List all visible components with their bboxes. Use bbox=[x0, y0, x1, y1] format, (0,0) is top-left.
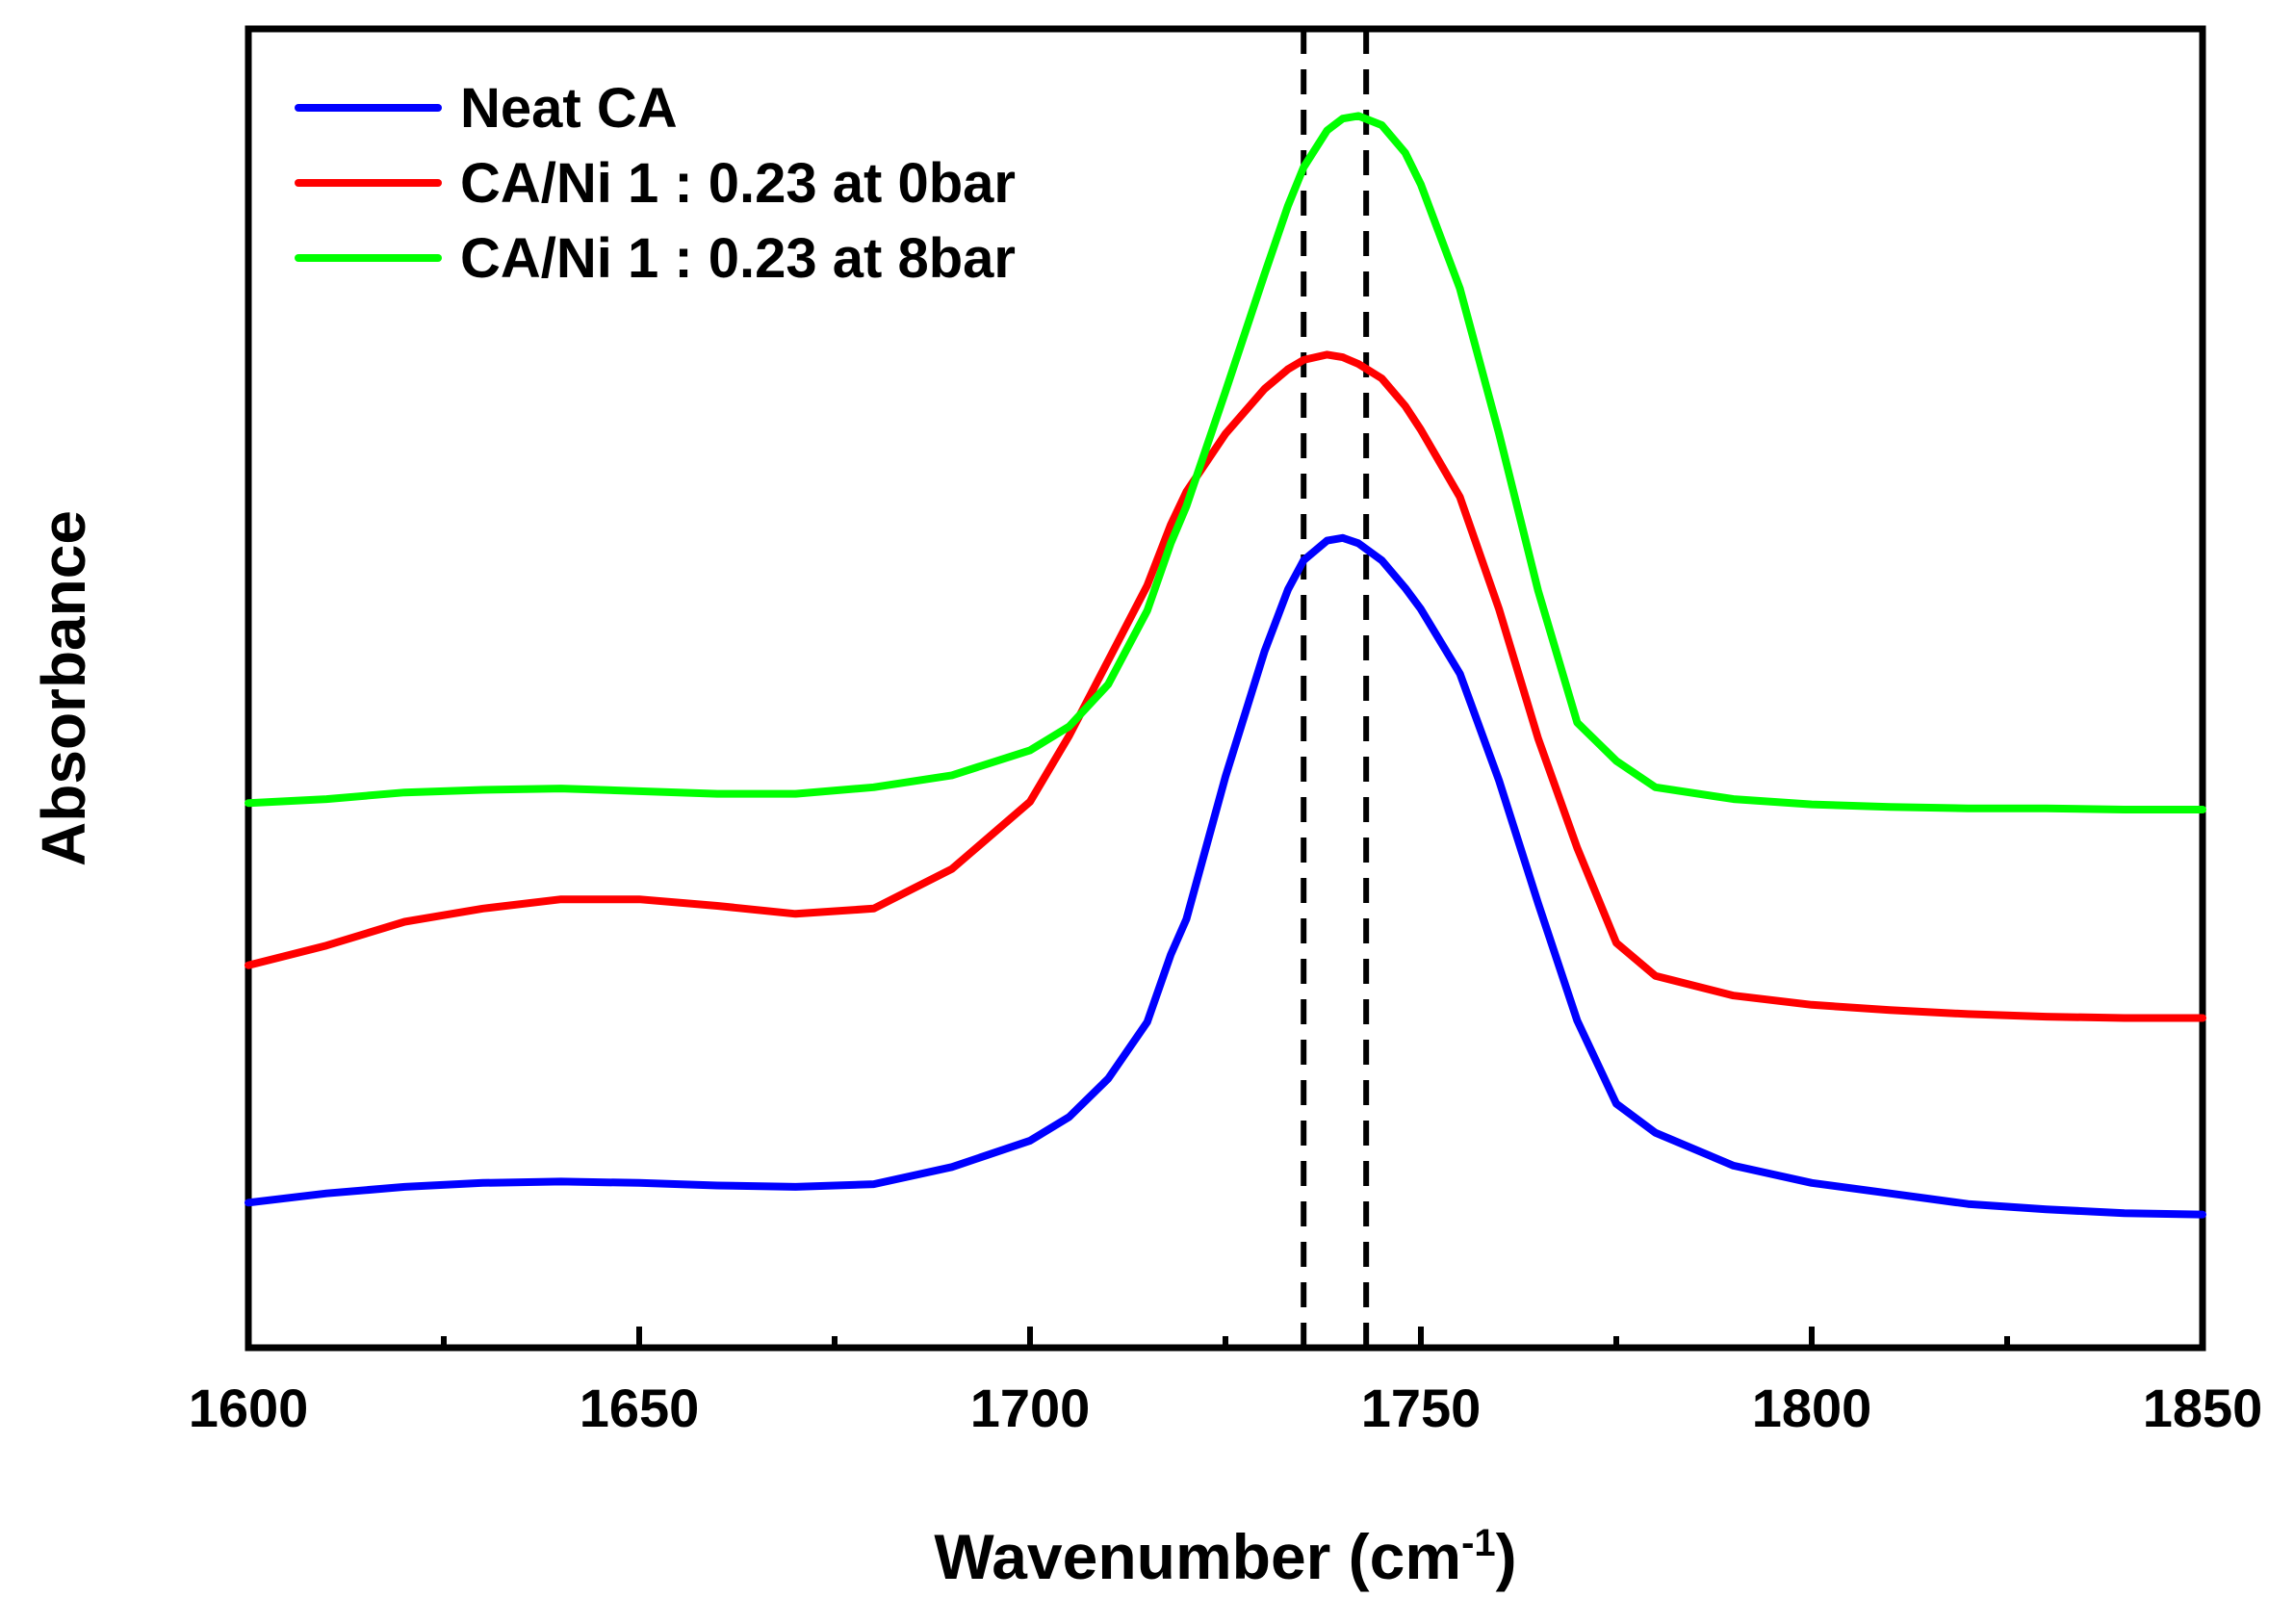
legend: Neat CA CA/Ni 1 : 0.23 at 0bar CA/Ni 1 : 0… bbox=[295, 77, 1016, 290]
x-ticks: 1600 1650 1700 1750 1800 1850 bbox=[189, 1327, 2263, 1438]
x-axis-label: Wavenumber (cm-1) bbox=[934, 1521, 1516, 1592]
legend-label-3: CA/Ni 1 : 0.23 at 8bar bbox=[460, 227, 1016, 290]
x-tick-label: 1650 bbox=[580, 1378, 700, 1438]
series-line-2 bbox=[245, 350, 2206, 1022]
x-axis-label-superscript: -1 bbox=[1461, 1522, 1496, 1564]
x-tick-label: 1850 bbox=[2143, 1378, 2263, 1438]
legend-label-2: CA/Ni 1 : 0.23 at 0bar bbox=[460, 152, 1016, 215]
x-tick-label: 1800 bbox=[1752, 1378, 1872, 1438]
x-axis-label-close: ) bbox=[1496, 1521, 1517, 1592]
x-tick-label: 1750 bbox=[1361, 1378, 1482, 1438]
legend-label-1: Neat CA bbox=[460, 77, 678, 140]
x-tick-label: 1700 bbox=[970, 1378, 1091, 1438]
series-line-1 bbox=[245, 533, 2206, 1219]
x-axis-label-main: Wavenumber (cm bbox=[934, 1521, 1461, 1592]
y-axis-label: Absorbance bbox=[29, 510, 98, 866]
x-tick-label: 1600 bbox=[189, 1378, 309, 1438]
reference-lines bbox=[1301, 29, 1370, 1348]
series-line-3 bbox=[245, 112, 2206, 813]
series-layer bbox=[245, 112, 2206, 1219]
